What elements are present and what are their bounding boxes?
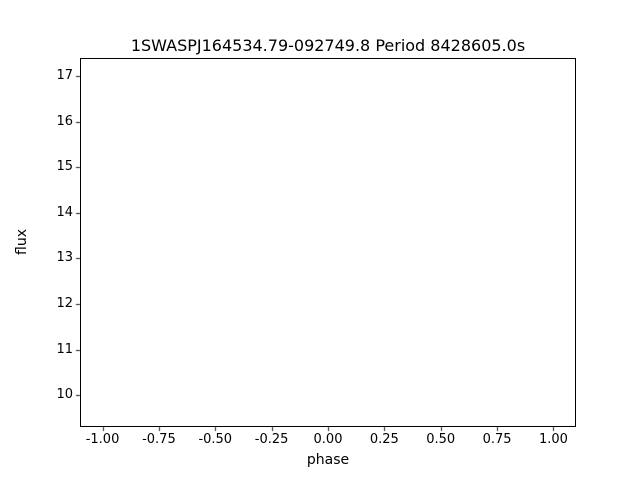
y-tick-label: 14 (56, 204, 73, 220)
y-tick-label: 11 (56, 341, 73, 357)
x-tick-label: -0.75 (142, 432, 176, 447)
y-tick-label: 10 (56, 387, 73, 403)
x-axis-label: phase (306, 452, 350, 468)
x-tick-label: -1.00 (85, 432, 120, 447)
plot-area (80, 58, 576, 427)
x-tick-label: 0.50 (426, 432, 456, 447)
y-tick-label: 15 (56, 159, 73, 175)
y-axis-label: flux (14, 229, 30, 255)
x-tick-label: 1.00 (538, 432, 568, 447)
y-tick-label: 16 (56, 113, 73, 129)
y-tick-label: 17 (56, 68, 73, 84)
y-tick-label: 12 (56, 296, 73, 311)
x-tick-label: 0.00 (313, 432, 343, 447)
chart-title: 1SWASPJ164534.79-092749.8 Period 8428605… (130, 36, 526, 55)
x-tick-label: 0.75 (482, 432, 512, 447)
y-tick-label: 13 (56, 250, 73, 266)
x-tick-label: 0.25 (369, 432, 399, 447)
x-tick-label: -0.25 (254, 432, 289, 447)
x-tick-label: -0.50 (198, 432, 233, 447)
